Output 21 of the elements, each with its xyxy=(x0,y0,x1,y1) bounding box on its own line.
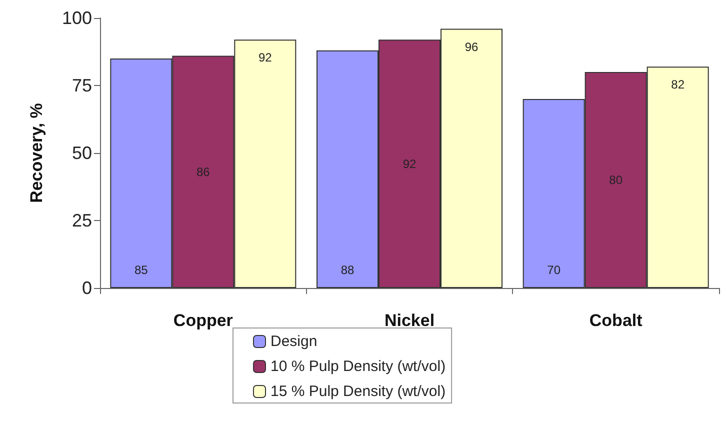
legend-label: 15 % Pulp Density (wt/vol) xyxy=(270,383,446,400)
legend-label: 10 % Pulp Density (wt/vol) xyxy=(270,358,446,375)
y-tick-label: 0 xyxy=(82,278,92,298)
data-label: 80 xyxy=(609,173,623,187)
data-label: 96 xyxy=(464,40,478,54)
y-tick-label: 100 xyxy=(62,8,92,28)
y-axis-title: Recovery, % xyxy=(27,103,46,203)
data-label: 92 xyxy=(258,50,272,65)
x-tick-label: Nickel xyxy=(384,311,435,330)
data-label: 88 xyxy=(340,263,354,277)
legend-label: Design xyxy=(270,333,318,350)
data-label: 92 xyxy=(402,156,416,171)
x-tick-label: Cobalt xyxy=(589,311,643,330)
data-label: 86 xyxy=(196,164,210,179)
y-tick-label: 75 xyxy=(72,76,92,96)
y-tick-label: 25 xyxy=(72,210,92,230)
data-label: 70 xyxy=(547,263,561,277)
data-label: 85 xyxy=(134,263,148,277)
x-tick-label: Copper xyxy=(173,311,234,330)
data-label: 82 xyxy=(671,78,685,92)
y-tick-label: 50 xyxy=(72,143,92,163)
